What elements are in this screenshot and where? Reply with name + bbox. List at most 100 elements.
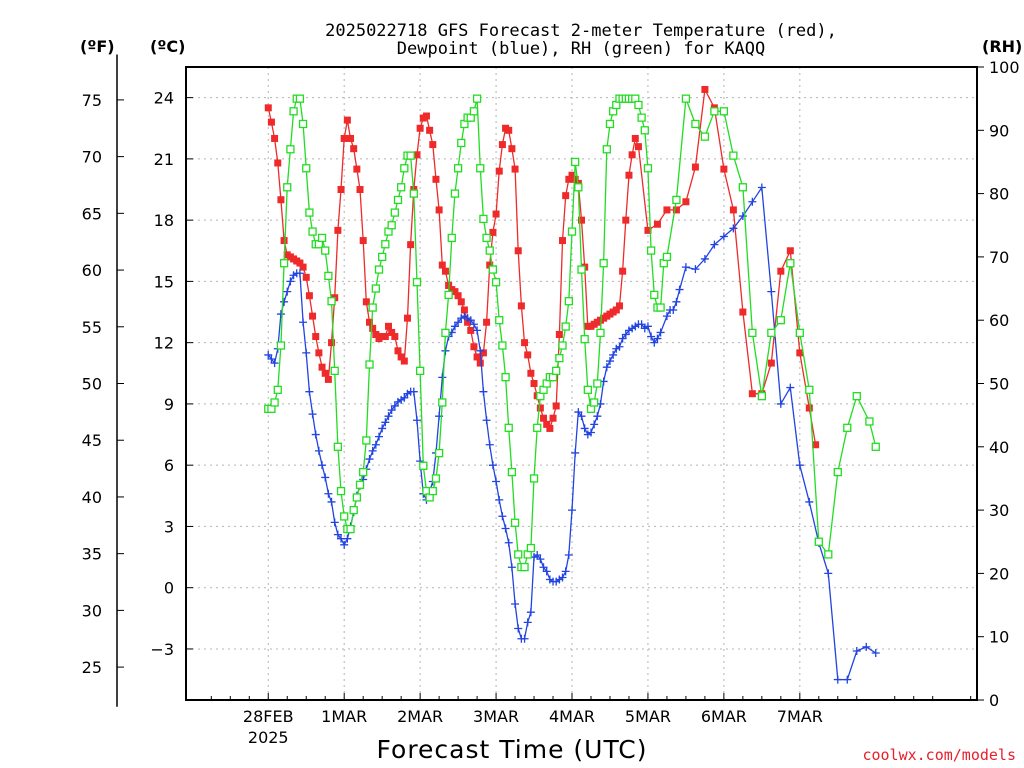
rh-point (349, 505, 358, 515)
2-meter-temperature-point (634, 143, 642, 151)
2-meter-temperature-point (543, 420, 551, 428)
celsius-tick-label: 18 (154, 211, 174, 230)
dewpoint-point (302, 348, 311, 357)
dewpoint-point (605, 357, 614, 366)
rh-point (469, 107, 479, 116)
rh-point (457, 138, 466, 148)
dewpoint-point (795, 461, 804, 470)
2-meter-temperature-point (767, 359, 775, 367)
2-meter-temperature-point (498, 141, 506, 149)
2-meter-temperature-point (536, 404, 544, 412)
dewpoint-point (324, 489, 333, 498)
dewpoint-point (365, 455, 374, 464)
date-tick-label: 4MAR (549, 707, 595, 726)
dewpoint-point (466, 316, 475, 325)
dewpoint-point (280, 297, 289, 306)
rh-point (526, 543, 536, 553)
dewpoint-point (843, 675, 852, 684)
dewpoint-point (321, 473, 330, 482)
2-meter-temperature-point (454, 292, 462, 300)
2-meter-temperature-point (470, 343, 478, 351)
dewpoint-point (495, 495, 504, 504)
dewpoint-point (615, 342, 624, 351)
2-meter-temperature-point (391, 333, 399, 341)
rh-point (321, 246, 330, 255)
dewpoint-point (776, 399, 785, 408)
dewpoint-point (283, 287, 292, 296)
2-meter-temperature-point (277, 196, 285, 204)
2-meter-temperature-point (511, 165, 519, 173)
rh-point (574, 183, 583, 192)
rh-tick-label: 90 (989, 121, 1009, 140)
2-meter-temperature-point (274, 159, 282, 167)
fahrenheit-tick-label: 75 (82, 91, 102, 110)
2-meter-temperature-point (571, 175, 579, 183)
dewpoint-point (523, 618, 532, 627)
rh-point (843, 423, 852, 432)
rh-point (276, 341, 286, 350)
2-meter-temperature-point (546, 424, 554, 432)
2-meter-temperature-point (267, 118, 275, 126)
dewpoint-point (568, 506, 577, 515)
rh-point (596, 328, 605, 338)
rh-point (646, 246, 656, 255)
2-meter-temperature-point (729, 206, 737, 214)
2-meter-temperature-point (524, 351, 532, 359)
rh-point (555, 354, 564, 363)
rh-point (729, 151, 738, 160)
dewpoint-point (526, 608, 535, 617)
2-meter-temperature-point (305, 292, 313, 300)
rh-point (672, 195, 681, 205)
dewpoint-point (539, 563, 548, 572)
fahrenheit-unit-label: (ºF) (80, 37, 115, 56)
2-meter-temperature-point (622, 216, 630, 224)
dewpoint-point (656, 328, 665, 337)
rh-point (476, 164, 485, 173)
rh-point (602, 145, 611, 154)
2-meter-temperature-point (407, 241, 415, 249)
rh-point (495, 316, 504, 325)
dewpoint-point (375, 432, 384, 441)
dewpoint-point (609, 350, 618, 359)
rh-point (415, 366, 425, 375)
rh-tick-label: 10 (989, 628, 1009, 647)
2-meter-temperature-point (356, 186, 364, 194)
2-meter-temperature-point (495, 167, 503, 175)
celsius-tick-label: 6 (164, 456, 174, 475)
grid-lines (186, 67, 977, 700)
rh-point (504, 423, 513, 432)
dewpoint-point (650, 338, 659, 347)
rh-point (409, 189, 418, 198)
x-axis-label: Forecast Time (UTC) (377, 735, 648, 764)
dewpoint-point (409, 387, 418, 396)
rh-point (599, 259, 608, 268)
2-meter-temperature-point (296, 259, 304, 267)
dewpoint-point (653, 334, 662, 343)
dewpoint-point (327, 497, 336, 506)
dewpoint-point (662, 312, 671, 321)
dewpoint-point (574, 408, 583, 417)
rh-tick-label: 20 (989, 564, 1009, 583)
rh-point (441, 328, 450, 338)
dewpoint-point (577, 412, 586, 421)
rh-point (365, 360, 374, 369)
rh-point (593, 379, 602, 388)
rh-point (336, 486, 346, 496)
2-meter-temperature-point (720, 165, 728, 173)
rh-point (298, 119, 308, 129)
2-meter-temperature-point (343, 116, 351, 124)
rh-point (795, 328, 804, 338)
rh-point (295, 94, 305, 103)
dewpoint-point (542, 567, 551, 576)
rh-point (393, 195, 403, 205)
2-meter-temperature-point (347, 134, 355, 142)
date-tick-label: 5MAR (625, 707, 671, 726)
2-meter-temperature-point (479, 349, 487, 357)
rh-point (390, 208, 399, 217)
2-meter-temperature-point (562, 192, 570, 200)
dewpoint-point (536, 555, 545, 564)
rh-point (317, 233, 327, 243)
2-meter-temperature-point (328, 339, 336, 347)
rh-point (824, 550, 833, 559)
